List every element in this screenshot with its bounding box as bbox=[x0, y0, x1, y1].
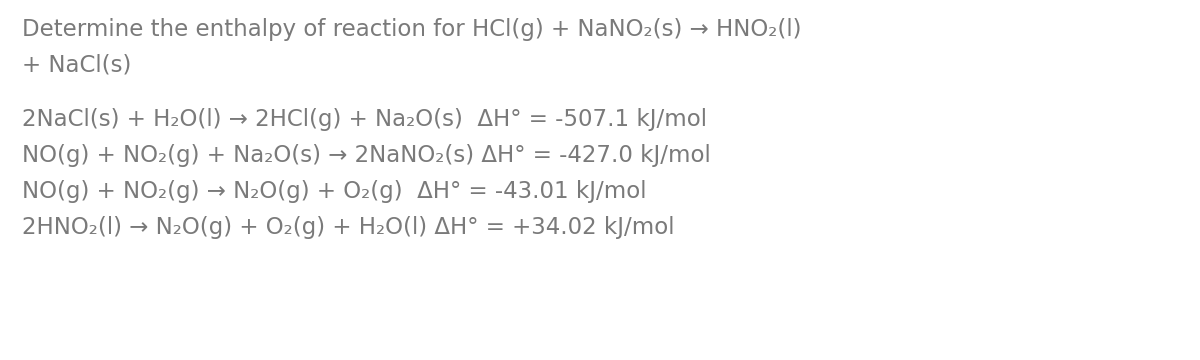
Text: 2HNO₂(l) → N₂O(g) + O₂(g) + H₂O(l) ΔH° = +34.02 kJ/mol: 2HNO₂(l) → N₂O(g) + O₂(g) + H₂O(l) ΔH° =… bbox=[22, 216, 674, 239]
Text: NO(g) + NO₂(g) + Na₂O(s) → 2NaNO₂(s) ΔH° = -427.0 kJ/mol: NO(g) + NO₂(g) + Na₂O(s) → 2NaNO₂(s) ΔH°… bbox=[22, 144, 710, 167]
Text: 2NaCl(s) + H₂O(l) → 2HCl(g) + Na₂O(s)  ΔH° = -507.1 kJ/mol: 2NaCl(s) + H₂O(l) → 2HCl(g) + Na₂O(s) ΔH… bbox=[22, 108, 707, 131]
Text: NO(g) + NO₂(g) → N₂O(g) + O₂(g)  ΔH° = -43.01 kJ/mol: NO(g) + NO₂(g) → N₂O(g) + O₂(g) ΔH° = -4… bbox=[22, 180, 647, 203]
Text: Determine the enthalpy of reaction for HCl(g) + NaNO₂(s) → HNO₂(l): Determine the enthalpy of reaction for H… bbox=[22, 18, 802, 41]
Text: + NaCl(s): + NaCl(s) bbox=[22, 54, 131, 77]
